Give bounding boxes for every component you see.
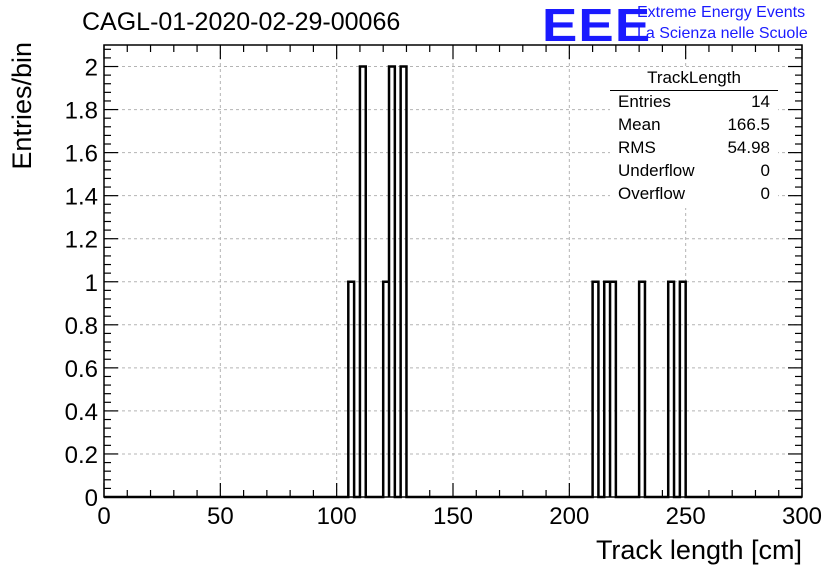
histogram-bin	[593, 282, 599, 497]
y-tick-label: 0.8	[65, 313, 98, 340]
stats-box: TrackLength Entries 14 Mean 166.5 RMS 54…	[610, 68, 778, 208]
stats-value: 54.98	[727, 138, 770, 157]
stats-row-mean: Mean 166.5	[618, 115, 770, 137]
stats-row-underflow: Underflow 0	[618, 161, 770, 183]
x-tick-label: 300	[782, 503, 822, 530]
stats-key: Underflow	[618, 161, 695, 180]
histogram-outline	[104, 65, 802, 499]
stats-row-entries: Entries 14	[618, 92, 770, 114]
axis-ticks	[103, 45, 803, 498]
x-tick-label: 0	[97, 503, 110, 530]
y-tick-label: 1	[85, 270, 98, 297]
eee-logo-line1: Extreme Energy Events	[637, 4, 806, 21]
y-tick-label: 1.2	[65, 227, 98, 254]
stats-key: Entries	[618, 92, 671, 111]
x-tick-label: 250	[666, 503, 706, 530]
histogram-series	[104, 65, 802, 499]
tick-labels: 0 50 100 150 200 250 30000.20.40.60.811.21.41.…	[65, 55, 822, 530]
stats-value: 14	[751, 92, 770, 111]
eee-logo-line2: La Scienza nelle Scuole	[637, 25, 808, 42]
stats-key: Mean	[618, 115, 661, 134]
histogram-bin	[348, 282, 354, 497]
y-tick-label: 0.2	[65, 442, 98, 469]
y-tick-label: 1.8	[65, 98, 98, 125]
stats-title: TrackLength	[647, 68, 741, 87]
stats-row-rms: RMS 54.98	[618, 138, 770, 160]
histogram-bin	[360, 67, 366, 497]
y-tick-label: 0.4	[65, 399, 98, 426]
histogram-bin	[401, 67, 407, 497]
histogram-bin	[610, 282, 616, 497]
y-tick-label: 0.6	[65, 356, 98, 383]
grid	[104, 45, 802, 497]
histogram-bin	[383, 282, 389, 497]
histogram-bin	[668, 282, 674, 497]
stats-key: Overflow	[618, 184, 686, 203]
stats-value: 0	[760, 161, 770, 180]
y-tick-label: 0	[85, 485, 98, 512]
stats-value: 0	[760, 184, 770, 203]
run-title: CAGL-01-2020-02-29-00066	[82, 8, 401, 36]
y-tick-label: 1.6	[65, 141, 98, 168]
x-tick-label: 50	[207, 503, 234, 530]
histogram-bin	[639, 282, 645, 497]
histogram-bin	[389, 67, 395, 497]
x-tick-label: 100	[317, 503, 357, 530]
histogram-bin	[604, 282, 610, 497]
y-tick-label: 2	[85, 55, 98, 82]
eee-logo: EEE	[542, 0, 652, 51]
histogram-bin	[680, 282, 686, 497]
stats-value: 166.5	[727, 115, 770, 134]
x-tick-label: 200	[549, 503, 589, 530]
y-tick-label: 1.4	[65, 184, 98, 211]
stats-divider	[610, 90, 778, 91]
stats-key: RMS	[618, 138, 656, 157]
stats-row-overflow: Overflow 0	[618, 184, 770, 206]
x-axis-label: Track length [cm]	[596, 535, 802, 565]
x-tick-label: 150	[433, 503, 473, 530]
y-axis-label: Entries/bin	[7, 42, 37, 170]
